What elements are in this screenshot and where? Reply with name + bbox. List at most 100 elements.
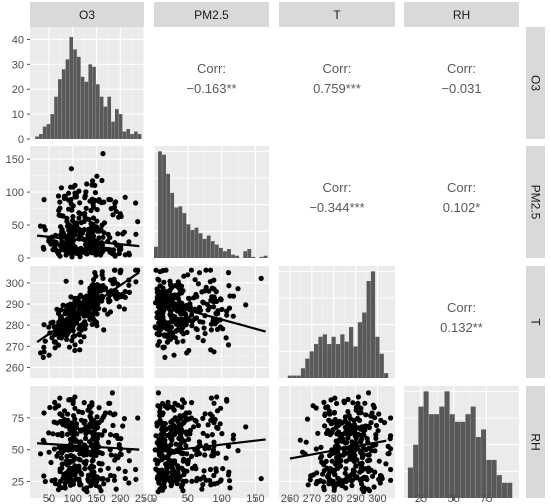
scatter-point	[381, 420, 388, 426]
scatter-point	[90, 305, 96, 311]
y-tick-label: 50	[12, 445, 24, 457]
scatter-point	[183, 314, 189, 320]
scatter-point	[68, 184, 74, 190]
strip-right-pm25	[526, 146, 545, 258]
scatter-point	[342, 414, 348, 420]
scatter-point	[193, 478, 200, 484]
hist-bar	[206, 235, 211, 258]
strip-top-t	[279, 2, 395, 27]
scatter-point	[94, 218, 100, 224]
scatter-point	[46, 324, 52, 330]
scatter-point	[167, 463, 173, 469]
scatter-point	[81, 400, 87, 406]
scatter-point	[347, 453, 353, 459]
scatter-point	[195, 334, 201, 340]
scatter-point	[69, 338, 75, 344]
scatter-point	[167, 336, 173, 342]
scatter-point	[316, 478, 322, 484]
corr-value: 0.132**	[440, 320, 483, 335]
scatter-point	[179, 429, 185, 435]
scatter-point	[164, 294, 170, 301]
scatter-point	[68, 166, 74, 172]
scatter-point	[69, 430, 75, 436]
scatter-point	[353, 435, 359, 441]
scatter-point	[79, 321, 85, 327]
scatter-point	[100, 476, 106, 482]
scatter-point	[223, 335, 229, 341]
scatter-point	[192, 277, 198, 283]
hist-bar	[322, 334, 327, 378]
scatter-point	[133, 279, 139, 285]
scatter-point	[153, 267, 159, 273]
scatter-point	[160, 422, 166, 428]
scatter-point	[367, 457, 373, 463]
hist-bar	[486, 459, 492, 498]
scatter-point	[211, 304, 217, 310]
corr-value: 0.102*	[443, 200, 481, 215]
scatter-point	[112, 411, 118, 417]
scatter-point	[224, 312, 230, 318]
scatter-point	[66, 447, 72, 453]
scatter-point	[226, 283, 232, 289]
scatter-point	[157, 417, 163, 423]
scatter-point	[87, 316, 93, 322]
scatter-point	[47, 404, 53, 411]
scatter-point	[324, 474, 330, 480]
scatter-point	[167, 478, 173, 484]
scatter-point	[363, 447, 369, 453]
hist-bar	[99, 96, 104, 139]
scatter-point	[82, 193, 88, 199]
scatter-point	[94, 282, 100, 288]
corr-label: Corr:	[197, 61, 226, 76]
scatter-point	[213, 466, 219, 472]
scatter-point	[59, 412, 65, 418]
scatter-point	[225, 443, 232, 449]
strip-right-label-t: T	[529, 318, 543, 326]
scatter-point	[87, 413, 93, 419]
panel-rh-rh	[404, 386, 519, 498]
scatter-point	[297, 437, 303, 443]
hist-bar	[231, 254, 235, 258]
scatter-point	[184, 350, 190, 356]
scatter-point	[85, 235, 91, 241]
scatter-point	[371, 484, 377, 490]
hist-bar	[344, 341, 349, 378]
hist-bar	[362, 312, 367, 378]
scatter-point	[346, 476, 352, 482]
y-tick-label: 260	[6, 362, 24, 374]
scatter-point	[330, 479, 336, 485]
scatter-point	[327, 452, 333, 459]
scatter-point	[355, 400, 361, 406]
hist-bar	[370, 271, 376, 378]
hist-bar	[130, 134, 134, 139]
y-tick-label: 75	[12, 413, 24, 425]
panel-t-t	[279, 266, 395, 378]
scatter-point	[87, 421, 93, 427]
scatter-point	[200, 430, 206, 436]
hist-bar	[198, 233, 203, 258]
strip-right-t	[526, 266, 545, 378]
hist-bar	[263, 255, 268, 258]
y-tick-label: 100	[6, 187, 24, 199]
scatter-point	[153, 433, 159, 439]
scatter-point	[72, 221, 78, 227]
scatter-point	[224, 396, 230, 403]
scatter-point	[113, 208, 119, 214]
scatter-point	[326, 408, 332, 414]
scatter-point	[365, 390, 372, 396]
x-tick-label: 0	[151, 493, 157, 504]
scatter-point	[338, 457, 344, 463]
scatter-point	[107, 410, 113, 416]
scatter-point	[101, 428, 108, 434]
scatter-point	[196, 439, 202, 445]
scatter-point	[175, 301, 181, 307]
scatter-point	[90, 204, 96, 210]
strip-top-label-rh: RH	[453, 8, 470, 22]
scatter-point	[205, 422, 211, 428]
scatter-point	[356, 417, 363, 423]
scatter-point	[172, 400, 178, 406]
scatter-point	[185, 272, 191, 278]
hist-bar	[243, 251, 248, 258]
scatter-point	[177, 413, 183, 419]
